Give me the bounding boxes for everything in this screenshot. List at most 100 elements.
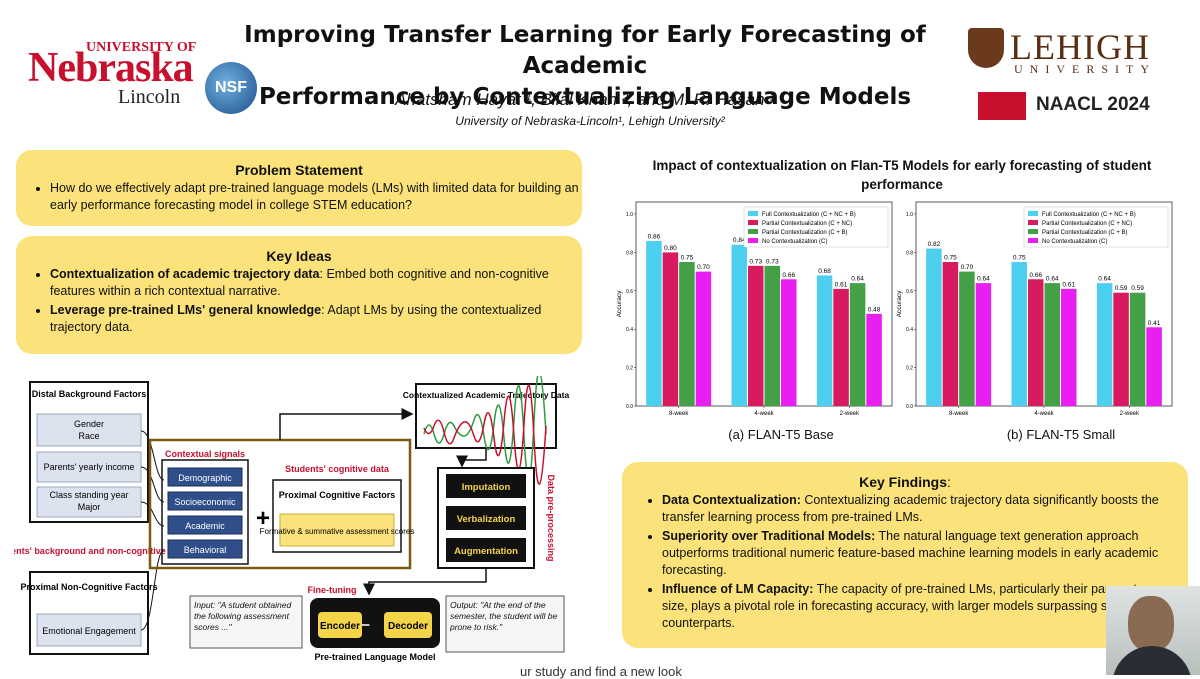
title-line-1: Improving Transfer Learning for Early Fo… <box>244 22 926 79</box>
cognitive-label: Students' cognitive data <box>285 464 390 474</box>
key-findings-box: Key Findings: Data Contextualization: Co… <box>622 462 1188 648</box>
students-bg-label: Students' background and non-cognitive d… <box>14 546 188 556</box>
preproc-label: Data pre-processing <box>546 474 556 561</box>
chart-flan-t5-small: Accuracy0.00.20.40.60.81.00.820.750.700.… <box>896 201 1173 417</box>
preproc-step-box <box>446 538 526 562</box>
bar-value-label: 0.59 <box>1115 285 1128 292</box>
legend-swatch <box>748 211 758 216</box>
bar-value-label: 0.64 <box>851 276 864 283</box>
arrow-to-trajectory <box>279 408 414 440</box>
chart-caption-base: (a) FLAN-T5 Base <box>728 427 834 442</box>
presenter-torso <box>1112 646 1192 675</box>
legend-swatch <box>1028 220 1038 225</box>
key-finding-text: The natural language text generation app… <box>662 529 1159 577</box>
key-finding-item: Data Contextualization: Contextualizing … <box>662 492 1170 526</box>
proximal-cog-item: Formative & summative assessment scores <box>260 527 415 536</box>
plm-label: Pre-trained Language Model <box>314 652 435 662</box>
bar <box>1129 292 1146 406</box>
bar <box>816 275 833 406</box>
y-axis-label: Accuracy <box>896 290 903 317</box>
proximal-noncog-item: Emotional Engagement <box>42 626 136 636</box>
unl-lincoln-text: Lincoln <box>118 86 181 108</box>
bar-value-label: 0.59 <box>1131 285 1144 292</box>
framework-diagram: Distal Background Factors Gender Race Par… <box>14 376 569 662</box>
proximal-noncog-item-box <box>36 613 142 647</box>
key-ideas-box: Key Ideas Contextualization of academic … <box>16 236 582 354</box>
bar <box>764 265 780 406</box>
bar <box>959 271 975 406</box>
key-findings-heading-text: Key Findings <box>859 474 947 490</box>
bar <box>866 313 882 406</box>
legend-entry: No Contextualization (C) <box>1042 239 1107 245</box>
key-finding-item: Influence of LM Capacity: The capacity o… <box>662 581 1170 632</box>
y-tick-label: 0.8 <box>626 250 633 256</box>
key-findings-list: Data Contextualization: Contextualizing … <box>622 492 1188 632</box>
y-tick-label: 0.6 <box>906 289 913 295</box>
title-line-2: Performance by Contextualizing Language … <box>258 84 912 110</box>
bar-value-label: 0.70 <box>697 264 710 271</box>
signal-label: Socioeconomic <box>174 497 236 507</box>
bar <box>1044 283 1060 406</box>
input-text: Input: "A student obtained the following… <box>194 600 292 632</box>
key-finding-text: Contextualizing academic trajectory data… <box>662 493 1159 524</box>
legend-entry: Partial Contextualization (C + NC) <box>1042 221 1132 227</box>
arrow-to-finetune <box>363 568 487 596</box>
bar <box>1146 327 1162 406</box>
presenter-video <box>1106 586 1200 675</box>
bar-value-label: 0.70 <box>961 264 974 271</box>
proximal-cog-item-box <box>279 513 395 547</box>
lehigh-logo: LEHIGH <box>1010 27 1150 67</box>
bar-value-label: 0.82 <box>928 241 941 248</box>
chart-section-title: Impact of contextualization on Flan-T5 M… <box>652 158 1152 192</box>
legend-swatch <box>1028 238 1038 243</box>
key-finding-item: Superiority over Traditional Models: The… <box>662 528 1170 579</box>
signals-list: Demographic Socioeconomic Academic Behav… <box>167 467 243 559</box>
legend-entry: Full Contextualization (C + NC + B) <box>1042 212 1136 218</box>
y-axis-label: Accuracy <box>616 290 623 317</box>
key-idea-bold: Leverage pre-trained LMs' general knowle… <box>50 303 322 317</box>
preproc-step: Augmentation <box>454 546 518 557</box>
preproc-step-box <box>446 474 526 498</box>
bar-value-label: 0.80 <box>664 245 677 252</box>
preproc-step: Imputation <box>462 482 511 493</box>
key-finding-text: The capacity of pre-trained LMs, particu… <box>662 582 1149 630</box>
encoder-label: Encoder <box>320 621 360 632</box>
connector <box>140 549 165 631</box>
problem-list: How do we effectively adapt pre-trained … <box>16 180 582 214</box>
bar-value-label: 0.66 <box>782 272 795 279</box>
legend-entry: Full Contextualization (C + NC + B) <box>762 212 856 218</box>
bar <box>695 271 712 406</box>
trajectory-wave <box>423 384 547 485</box>
y-tick-label: 0.4 <box>626 327 633 333</box>
input-note <box>189 595 303 649</box>
bar <box>1113 292 1129 406</box>
key-ideas-list: Contextualization of academic trajectory… <box>16 266 582 336</box>
bar <box>1028 279 1044 406</box>
bar <box>679 262 695 406</box>
presenter-face <box>1128 596 1174 652</box>
poster-title: Improving Transfer Learning for Early Fo… <box>215 20 955 113</box>
legend-box <box>743 206 889 248</box>
legend-swatch <box>1028 229 1038 234</box>
signal-label: Behavioral <box>184 545 227 555</box>
signal-chip <box>167 467 243 487</box>
key-ideas-heading: Key Ideas <box>266 248 332 264</box>
encoder-box <box>318 612 362 638</box>
key-finding-bold: Influence of LM Capacity: <box>662 582 814 596</box>
problem-item: How do we effectively adapt pre-trained … <box>50 180 582 214</box>
bar <box>781 279 797 406</box>
bar-value-label: 0.84 <box>733 237 746 244</box>
distal-item-2: Parents' yearly income <box>44 462 135 472</box>
bar-value-label: 0.73 <box>749 258 762 265</box>
bar <box>833 288 849 406</box>
problem-statement-box: Problem Statement How do we effectively … <box>16 150 582 226</box>
chart-caption-small: (b) FLAN-T5 Small <box>1006 427 1116 442</box>
key-findings-heading-colon: : <box>947 474 951 490</box>
nsf-logo: NSF <box>205 62 257 114</box>
bar <box>1011 262 1027 406</box>
signal-label: Demographic <box>178 473 232 483</box>
preproc-step: Verbalization <box>457 514 516 525</box>
y-tick-label: 0.2 <box>626 366 633 372</box>
decoder-box <box>384 612 432 638</box>
bar-value-label: 0.61 <box>835 281 848 288</box>
